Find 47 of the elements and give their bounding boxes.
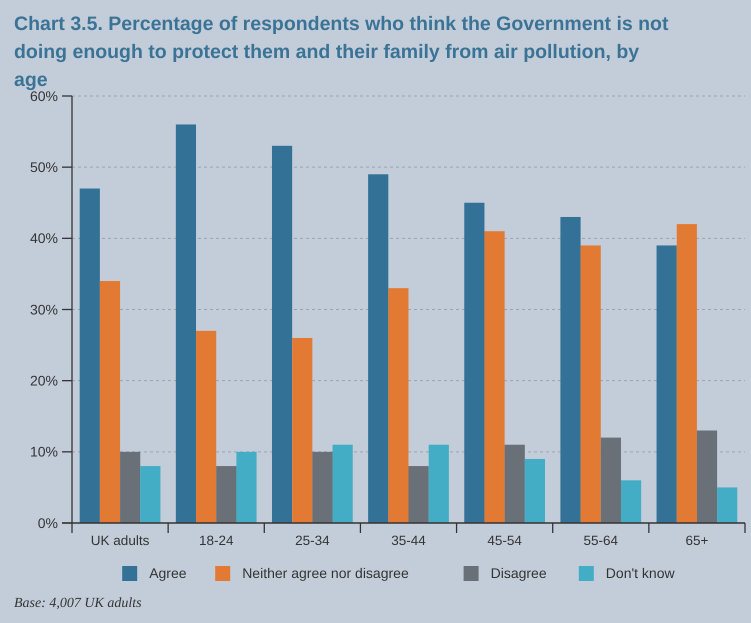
- bar: [196, 330, 216, 523]
- bar: [620, 480, 642, 523]
- x-tick-label: 45-54: [487, 533, 522, 548]
- bar: [100, 281, 120, 523]
- bar: [428, 444, 449, 523]
- x-tick-label: UK adults: [90, 533, 150, 548]
- bar: [80, 188, 100, 523]
- bar: [408, 466, 429, 523]
- bar: [272, 146, 292, 523]
- x-tick-label: 65+: [685, 533, 708, 548]
- bar: [236, 452, 257, 523]
- y-tick-label: 0%: [38, 514, 58, 531]
- bar: [368, 174, 388, 523]
- bar: [696, 430, 718, 523]
- bar: [332, 444, 353, 523]
- y-tick-label: 40%: [30, 230, 58, 246]
- bar: [292, 338, 312, 523]
- x-tick-label: 35-44: [391, 533, 426, 548]
- bar: [464, 202, 484, 523]
- x-tick-label: 25-34: [295, 533, 330, 548]
- bar: [524, 458, 546, 523]
- bar: [717, 487, 738, 523]
- bar: [140, 466, 160, 523]
- x-tick-label: 18-24: [198, 533, 234, 548]
- bar: [560, 216, 581, 523]
- bar: [484, 231, 505, 523]
- y-tick-label: 30%: [30, 301, 58, 318]
- y-tick-label: 20%: [30, 372, 58, 389]
- bar: [600, 438, 621, 523]
- bar: [388, 288, 408, 523]
- bar: [656, 245, 677, 523]
- bar: [216, 466, 236, 523]
- y-tick-label: 50%: [30, 159, 58, 176]
- bar: [580, 245, 601, 523]
- bar: [676, 224, 697, 523]
- bar: [176, 124, 196, 523]
- bar: [120, 452, 140, 523]
- y-tick-label: 10%: [30, 444, 58, 460]
- legend-label: Agree: [149, 564, 187, 581]
- legend-label: Neither agree nor disagree: [242, 564, 409, 581]
- legend-label: Don't know: [606, 564, 676, 581]
- legend-label: Disagree: [490, 564, 547, 581]
- bar: [504, 444, 525, 523]
- chart-title: Chart 3.5. Percentage of respondents who think the Government is not doing enough to protect them and their family from air pollution, by age: [14, 13, 669, 91]
- x-tick-label: 55-64: [584, 533, 619, 548]
- text: Base: 4,007 UK adults: [14, 596, 142, 611]
- bar: [312, 452, 333, 523]
